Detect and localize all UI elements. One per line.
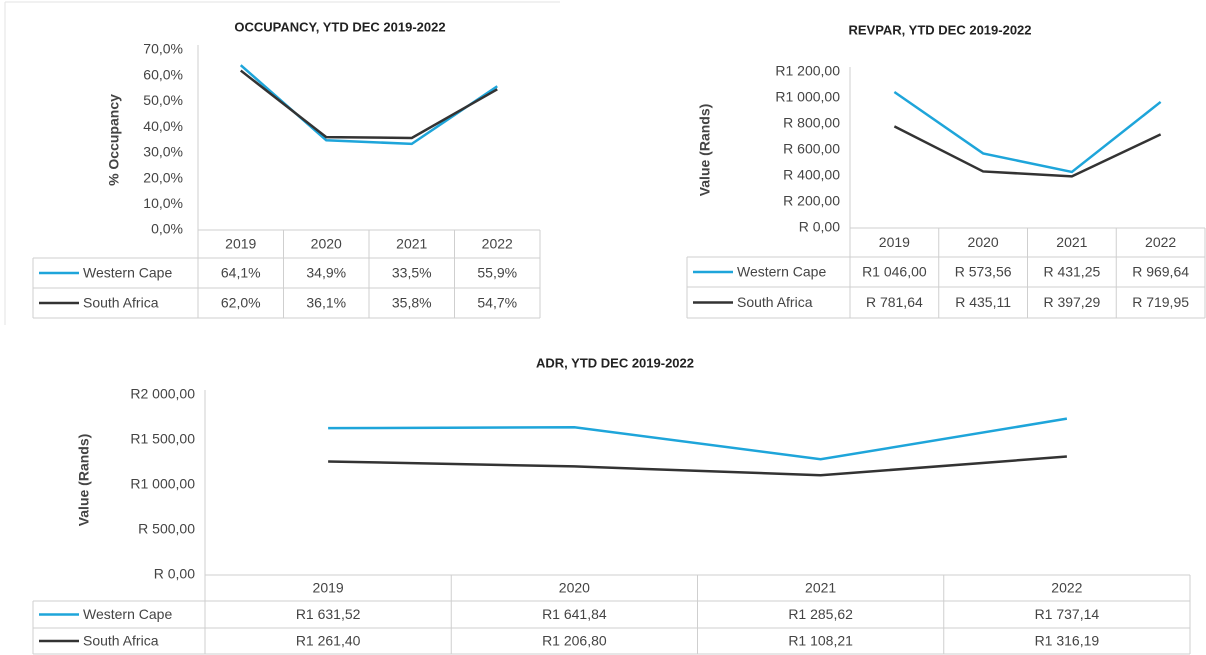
y-tick-label: R1 000,00: [775, 89, 840, 105]
y-tick-label: R 0,00: [154, 566, 195, 582]
series-line: [239, 69, 498, 140]
y-tick-label: 10,0%: [143, 195, 183, 211]
table-value: R1 285,62: [788, 606, 853, 622]
category-label: 2021: [1056, 234, 1087, 250]
category-label: 2021: [805, 580, 836, 596]
table-value: R1 316,19: [1035, 633, 1100, 649]
chart-title: REVPAR, YTD DEC 2019-2022: [848, 22, 1031, 37]
y-axis-label: % Occupancy: [106, 94, 122, 186]
table-value: R 969,64: [1132, 264, 1189, 280]
legend-label: Western Cape: [83, 265, 172, 281]
category-label: 2022: [1051, 580, 1082, 596]
table-value: 54,7%: [477, 295, 517, 311]
series-line: [328, 417, 1068, 461]
series-line: [893, 125, 1162, 178]
table-value: 34,9%: [306, 265, 346, 281]
legend-label: South Africa: [83, 295, 159, 311]
table-value: 62,0%: [221, 295, 261, 311]
series-line: [328, 455, 1067, 477]
series-line: [893, 90, 1162, 174]
category-label: 2019: [879, 234, 910, 250]
y-tick-label: 60,0%: [143, 66, 183, 82]
table-value: R 719,95: [1132, 294, 1189, 310]
category-label: 2022: [1145, 234, 1176, 250]
y-axis-label: Value (Rands): [697, 104, 713, 197]
table-value: 35,8%: [392, 295, 432, 311]
table-value: R1 206,80: [542, 633, 607, 649]
y-tick-label: R2 000,00: [130, 386, 195, 402]
table-value: R 573,56: [955, 264, 1012, 280]
legend-label: South Africa: [737, 294, 813, 310]
table-value: R 435,11: [955, 294, 1011, 310]
category-label: 2020: [559, 580, 590, 596]
y-tick-label: R 400,00: [783, 167, 840, 183]
table-value: R 397,29: [1043, 294, 1100, 310]
table-value: R1 641,84: [542, 606, 607, 622]
table-value: 55,9%: [477, 265, 517, 281]
y-tick-label: 20,0%: [143, 169, 183, 185]
y-tick-label: R 0,00: [799, 219, 840, 235]
category-label: 2022: [482, 236, 513, 252]
table-value: R1 737,14: [1035, 606, 1100, 622]
category-label: 2020: [311, 236, 342, 252]
category-label: 2021: [396, 236, 427, 252]
y-tick-label: R1 200,00: [775, 63, 840, 79]
y-tick-label: R 600,00: [783, 141, 840, 157]
table-value: R 781,64: [866, 294, 923, 310]
y-tick-label: 30,0%: [143, 144, 183, 160]
y-tick-label: 50,0%: [143, 92, 183, 108]
y-tick-label: 70,0%: [143, 41, 183, 57]
y-tick-label: R1 000,00: [130, 476, 195, 492]
table-value: R 431,25: [1043, 264, 1100, 280]
y-tick-label: R1 500,00: [130, 431, 195, 447]
legend-label: Western Cape: [83, 606, 172, 622]
table-value: R1 261,40: [296, 633, 361, 649]
y-tick-label: R 500,00: [138, 521, 195, 537]
y-tick-label: R 200,00: [783, 193, 840, 209]
legend-label: South Africa: [83, 633, 159, 649]
category-label: 2019: [225, 236, 256, 252]
chart-title: OCCUPANCY, YTD DEC 2019-2022: [234, 19, 445, 34]
table-value: 36,1%: [306, 295, 346, 311]
table-value: R1 108,21: [788, 633, 853, 649]
y-axis-label: Value (Rands): [76, 434, 92, 527]
table-value: R1 631,52: [296, 606, 361, 622]
y-tick-label: 0,0%: [151, 221, 183, 237]
category-label: 2019: [313, 580, 344, 596]
table-value: 64,1%: [221, 265, 261, 281]
y-tick-label: 40,0%: [143, 118, 183, 134]
table-value: 33,5%: [392, 265, 432, 281]
table-value: R1 046,00: [862, 264, 927, 280]
legend-label: Western Cape: [737, 264, 826, 280]
category-label: 2020: [968, 234, 999, 250]
chart-title: ADR, YTD DEC 2019-2022: [536, 355, 694, 370]
y-tick-label: R 800,00: [783, 115, 840, 131]
